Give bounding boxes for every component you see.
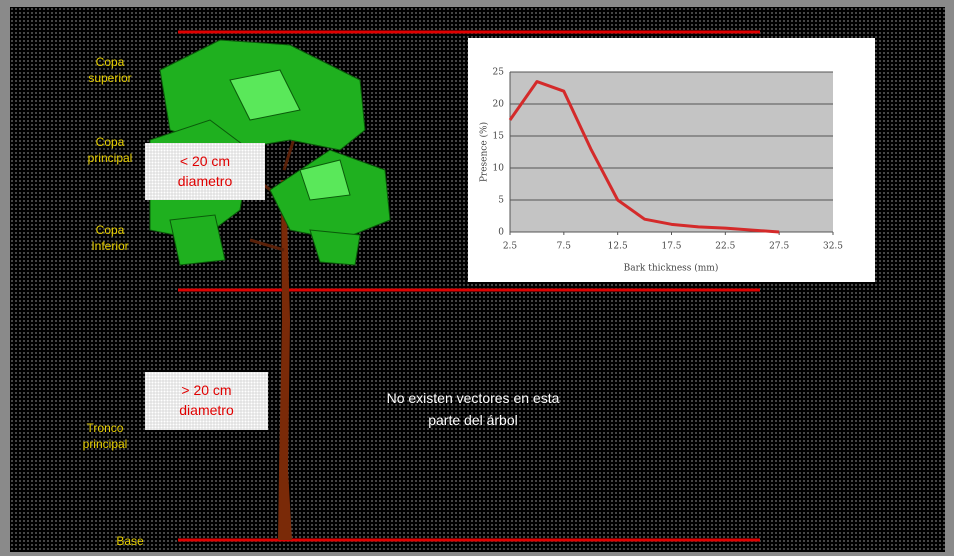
y-tick-label: 25 [493, 68, 505, 78]
plot-area [510, 72, 833, 232]
y-tick-label: 10 [493, 164, 505, 174]
x-tick-label: 7.5 [557, 242, 572, 252]
row-label: Tronco principal [75, 420, 135, 452]
row-label: Base [100, 533, 160, 549]
x-tick-label: 27.5 [769, 242, 789, 252]
y-tick-label: 20 [493, 100, 505, 110]
diameter-box: > 20 cm diametro [145, 372, 268, 430]
y-tick-label: 15 [493, 132, 505, 142]
y-tick-label: 0 [498, 228, 504, 238]
art: Bark thickness (mm) Presence (%) 0 5 10 15 2… [0, 0, 954, 556]
note: No existen vectores en esta parte del ár… [323, 387, 623, 431]
x-tick-label: 32.5 [823, 242, 843, 252]
diameter-box: < 20 cm diametro [145, 143, 265, 200]
row-label: Copa principal [80, 134, 140, 166]
x-tick-label: 22.5 [715, 242, 735, 252]
x-tick-label: 12.5 [608, 242, 628, 252]
x-axis-label: Bark thickness (mm) [624, 263, 719, 274]
page: Bark thickness (mm) Presence (%) 0 5 10 15 2… [0, 0, 954, 556]
row-label: Copa Inferior [80, 222, 140, 254]
row-label: Copa superior [80, 54, 140, 86]
x-tick-label: 17.5 [661, 242, 681, 252]
y-tick-label: 5 [498, 196, 504, 206]
y-axis-label: Presence (%) [479, 122, 490, 182]
x-tick-label: 2.5 [503, 242, 518, 252]
